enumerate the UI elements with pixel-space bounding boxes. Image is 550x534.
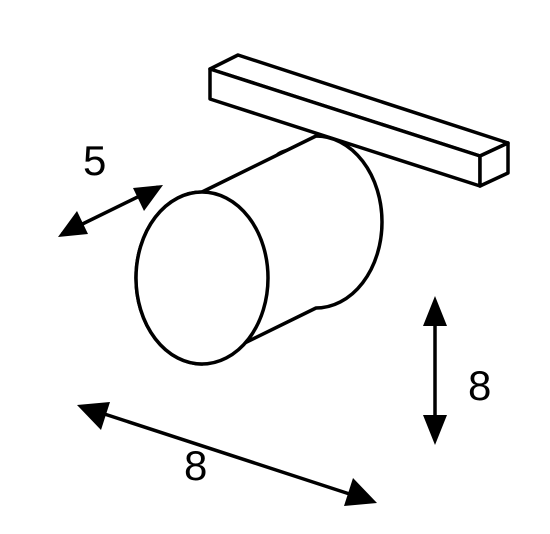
dimension-length: 8 xyxy=(77,402,377,506)
spotlight-dimension-diagram: 5 8 8 xyxy=(0,0,550,534)
dimension-depth-label: 5 xyxy=(83,137,106,184)
dimension-height-label: 8 xyxy=(468,362,491,409)
dimension-depth: 5 xyxy=(58,137,163,237)
spotlight-cylinder xyxy=(136,136,382,364)
dimension-length-label: 8 xyxy=(184,442,207,489)
dimension-height: 8 xyxy=(423,296,491,445)
